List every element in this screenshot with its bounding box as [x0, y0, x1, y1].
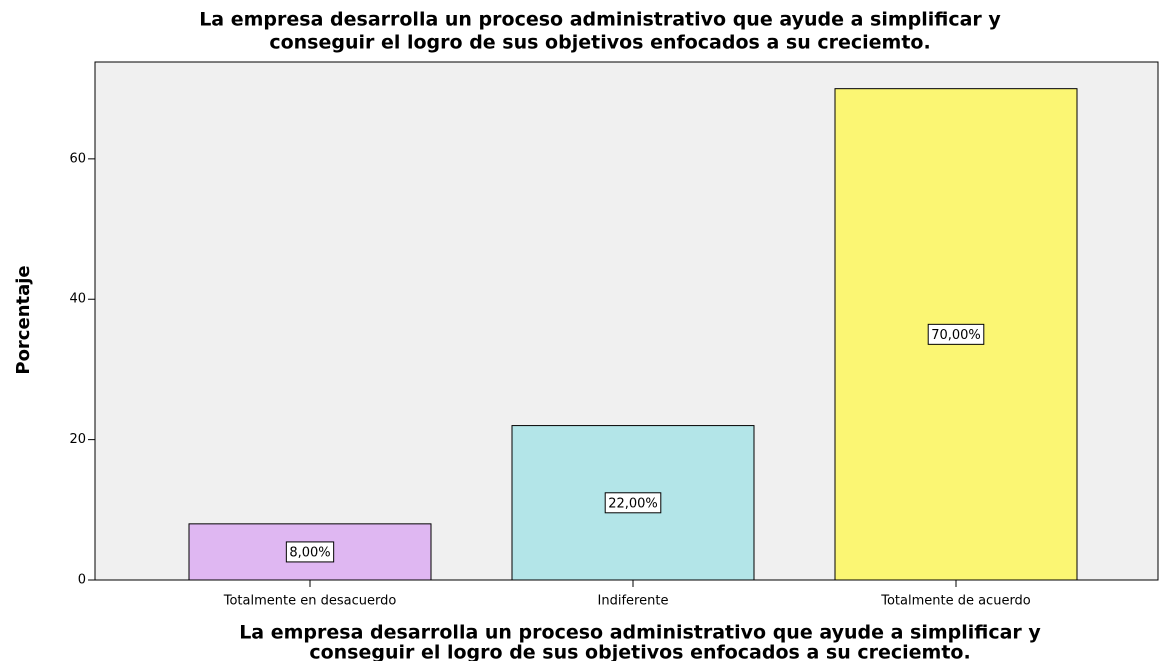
data-label-box: [285, 541, 335, 563]
chart-title: conseguir el logro de sus objetivos enfo…: [269, 32, 930, 54]
data-label-box: [604, 492, 662, 514]
x-tick-label: Totalmente de acuerdo: [880, 594, 1031, 609]
y-axis-label: Porcentaje: [13, 265, 34, 374]
x-axis-label: conseguir el logro de sus objetivos enfo…: [309, 642, 970, 661]
y-tick-label: 60: [69, 151, 86, 166]
y-tick-label: 20: [69, 432, 86, 447]
x-axis-label: La empresa desarrolla un proceso adminis…: [239, 622, 1041, 644]
y-tick-label: 0: [78, 573, 86, 588]
y-tick-label: 40: [69, 292, 86, 307]
data-label: 70,00%: [931, 328, 981, 343]
x-tick-label: Indiferente: [598, 594, 669, 609]
data-label: 22,00%: [608, 496, 658, 511]
data-label: 8,00%: [289, 545, 330, 560]
chart-title: La empresa desarrolla un proceso adminis…: [199, 9, 1001, 31]
data-label-box: [927, 323, 985, 345]
x-tick-label: Totalmente en desacuerdo: [223, 594, 397, 609]
